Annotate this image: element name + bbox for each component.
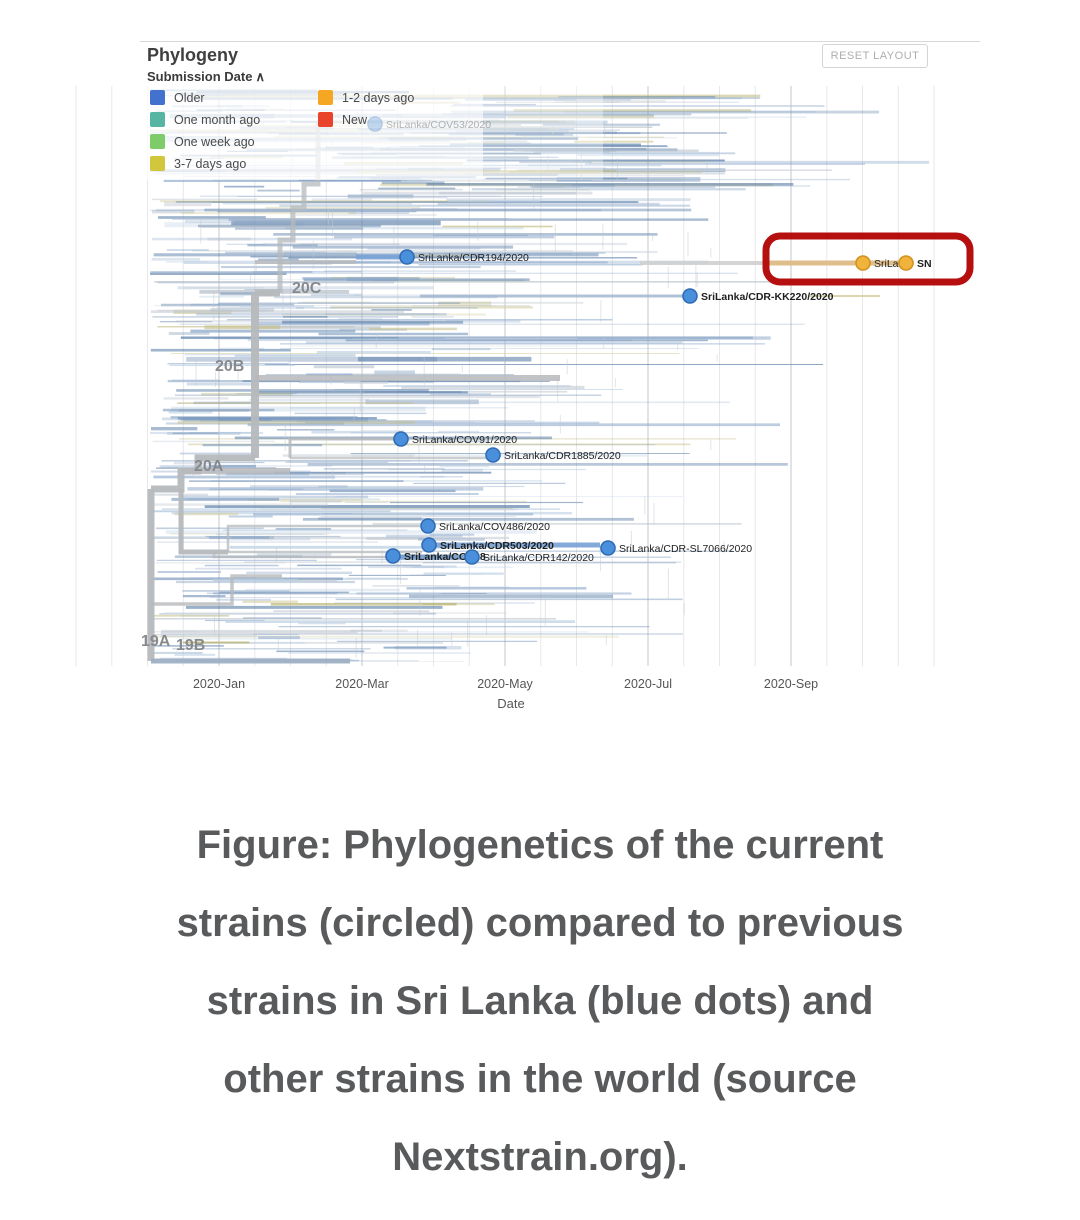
legend-item-label: One month ago [174, 112, 261, 127]
legend-swatch-icon [150, 90, 165, 105]
figure-caption-line: Figure: Phylogenetics of the current [196, 823, 884, 867]
clade-label-19b: 19B [176, 637, 205, 654]
legend-title: Submission Date [147, 69, 253, 84]
x-tick-label: 2020-Jul [624, 677, 672, 691]
legend-swatch-icon [318, 90, 333, 105]
chevron-up-icon: ∧ [255, 69, 265, 84]
legend-swatch-icon [150, 156, 165, 171]
strain-tip[interactable]: SriLanka/COV91/2020 [393, 431, 517, 447]
clade-label-20a: 20A [194, 458, 224, 475]
strain-dot-blue[interactable] [464, 549, 480, 565]
strain-dot-blue[interactable] [393, 431, 409, 447]
strain-dot-blue[interactable] [485, 447, 501, 463]
x-axis-title: Date [497, 696, 524, 711]
legend-item-one-week-ago[interactable]: One week ago [150, 134, 255, 149]
legend-sort-control[interactable]: Submission Date ∧ [147, 69, 265, 85]
legend-backdrop [143, 84, 483, 180]
strain-dot-blue[interactable] [600, 540, 616, 556]
strain-label: SriLanka/CDR142/2020 [483, 552, 594, 564]
legend-item-label: 3-7 days ago [174, 156, 247, 171]
panel-divider [140, 41, 980, 42]
legend-item-one-month-ago[interactable]: One month ago [150, 112, 260, 127]
strain-tip[interactable]: SriLanka/CDR194/2020 [399, 249, 529, 265]
phylogeny-panel: Phylogeny RESET LAYOUT Submission Date ∧ … [0, 0, 1080, 720]
strain-dot-blue[interactable] [421, 537, 437, 553]
strain-tip[interactable]: SriLanka/CDR503/2020 [421, 537, 554, 553]
strain-tip[interactable]: SN [898, 255, 932, 271]
clade-label-20b: 20B [215, 358, 244, 375]
legend-item-label: New [342, 112, 368, 127]
strain-label: SriLanka/CDR1885/2020 [504, 450, 621, 462]
figure-caption: Figure: Phylogenetics of the current stra… [0, 806, 1080, 1196]
strain-label: SN [917, 258, 932, 270]
strain-dot-blue[interactable] [385, 548, 401, 564]
strain-tip[interactable]: SriLanka/CDR142/2020 [464, 549, 594, 565]
legend-swatch-icon [318, 112, 333, 127]
strain-label: SriLanka/COV91/2020 [412, 434, 517, 446]
figure-caption-line: strains in Sri Lanka (blue dots) and [206, 979, 874, 1023]
legend-item-label: One week ago [174, 134, 255, 149]
legend-item-new[interactable]: New [318, 112, 367, 127]
strain-dot-blue[interactable] [367, 116, 383, 132]
strain-dot-orange[interactable] [855, 255, 871, 271]
strain-label: SriLanka/CDR503/2020 [440, 540, 554, 552]
legend-item-older[interactable]: Older [150, 90, 205, 105]
strain-dot-blue[interactable] [399, 249, 415, 265]
clade-labels: 19A 19B 20A 20B 20C [141, 280, 322, 654]
labeled-strains: SriLanka/CDR194/2020 SriLanka/CDR-KK220/2… [367, 116, 932, 565]
current-strains-highlight-box [762, 232, 974, 286]
x-tick-label: 2020-Jan [193, 677, 245, 691]
strain-tip[interactable]: SriLanka/COV53/2020 [367, 116, 491, 132]
legend-item-label: Older [174, 90, 205, 105]
strain-tip[interactable]: SriLanka/CDR1885/2020 [485, 447, 621, 463]
clade-label-20c: 20C [292, 280, 322, 297]
strain-label: SriLanka/CDR-KK220/2020 [701, 291, 834, 303]
clade-label-19a: 19A [141, 633, 171, 650]
x-tick-label: 2020-May [477, 677, 533, 691]
strain-label: SriLanka/CDR-SL7066/2020 [619, 543, 752, 555]
strain-label: SriLanka/CDR194/2020 [418, 252, 529, 264]
strain-label: SriLanka/COV486/2020 [439, 521, 550, 533]
x-axis: 2020-Jan 2020-Mar 2020-May 2020-Jul 2020-Sep… [193, 677, 818, 711]
legend-backdrop-fade [483, 84, 603, 180]
x-tick-label: 2020-Sep [764, 677, 818, 691]
legend-item-label: 1-2 days ago [342, 90, 415, 105]
x-tick-label: 2020-Mar [335, 677, 389, 691]
strain-tip[interactable]: SriLanka/COV486/2020 [420, 518, 550, 534]
legend-item-1-2-days-ago[interactable]: 1-2 days ago [318, 90, 414, 105]
reset-layout-button[interactable]: RESET LAYOUT [822, 44, 928, 68]
figure-caption-line: strains (circled) compared to previous [176, 901, 904, 945]
legend-item-3-7-days-ago[interactable]: 3-7 days ago [150, 156, 246, 171]
strain-dot-orange[interactable] [898, 255, 914, 271]
strain-label: SriLanka/COV53/2020 [386, 119, 491, 131]
figure-caption-line: Nextstrain.org). [392, 1135, 688, 1179]
figure-caption-line: other strains in the world (source [223, 1057, 857, 1101]
tree-trunk [147, 122, 899, 664]
strain-dot-blue[interactable] [420, 518, 436, 534]
legend-swatch-icon [150, 134, 165, 149]
legend-swatch-icon [150, 112, 165, 127]
panel-title: Phylogeny [147, 45, 239, 65]
phylogeny-tree-canvas[interactable]: SriLanka/CDR194/2020 SriLanka/CDR-KK220/2… [0, 0, 1080, 720]
strain-tip[interactable]: SriLanka/CDR-SL7066/2020 [600, 540, 752, 556]
strain-dot-blue[interactable] [682, 288, 698, 304]
strain-tip[interactable]: SriLanka/CDR-KK220/2020 [682, 288, 834, 304]
